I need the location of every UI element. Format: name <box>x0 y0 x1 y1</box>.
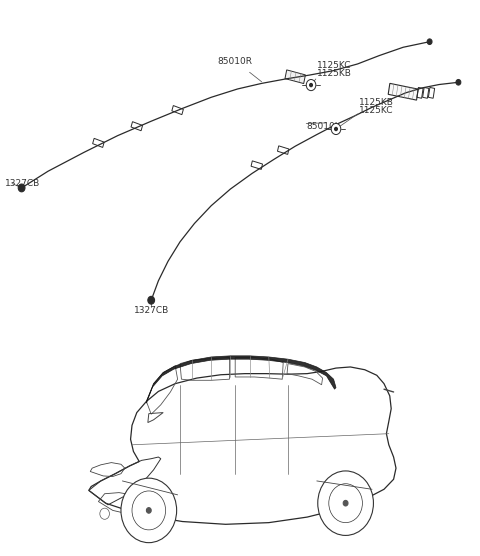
Text: 85010L: 85010L <box>306 122 340 131</box>
Text: 1125KC: 1125KC <box>317 61 351 70</box>
Circle shape <box>343 500 348 506</box>
Circle shape <box>306 80 316 91</box>
Polygon shape <box>388 83 418 100</box>
Polygon shape <box>146 356 336 403</box>
Text: 1125KC: 1125KC <box>359 106 394 115</box>
Circle shape <box>335 127 337 131</box>
Circle shape <box>427 39 432 44</box>
Polygon shape <box>285 70 305 83</box>
Circle shape <box>18 184 25 192</box>
Text: 1125KB: 1125KB <box>317 69 352 78</box>
Circle shape <box>456 80 461 85</box>
Text: 1327CB: 1327CB <box>5 179 40 188</box>
Circle shape <box>121 478 177 543</box>
Circle shape <box>310 83 312 87</box>
Circle shape <box>146 508 151 513</box>
Text: 85010R: 85010R <box>218 57 252 66</box>
Text: 1125KB: 1125KB <box>359 98 394 107</box>
Circle shape <box>318 471 373 535</box>
Text: 1327CB: 1327CB <box>133 306 169 315</box>
Circle shape <box>331 123 341 135</box>
Circle shape <box>148 296 155 304</box>
